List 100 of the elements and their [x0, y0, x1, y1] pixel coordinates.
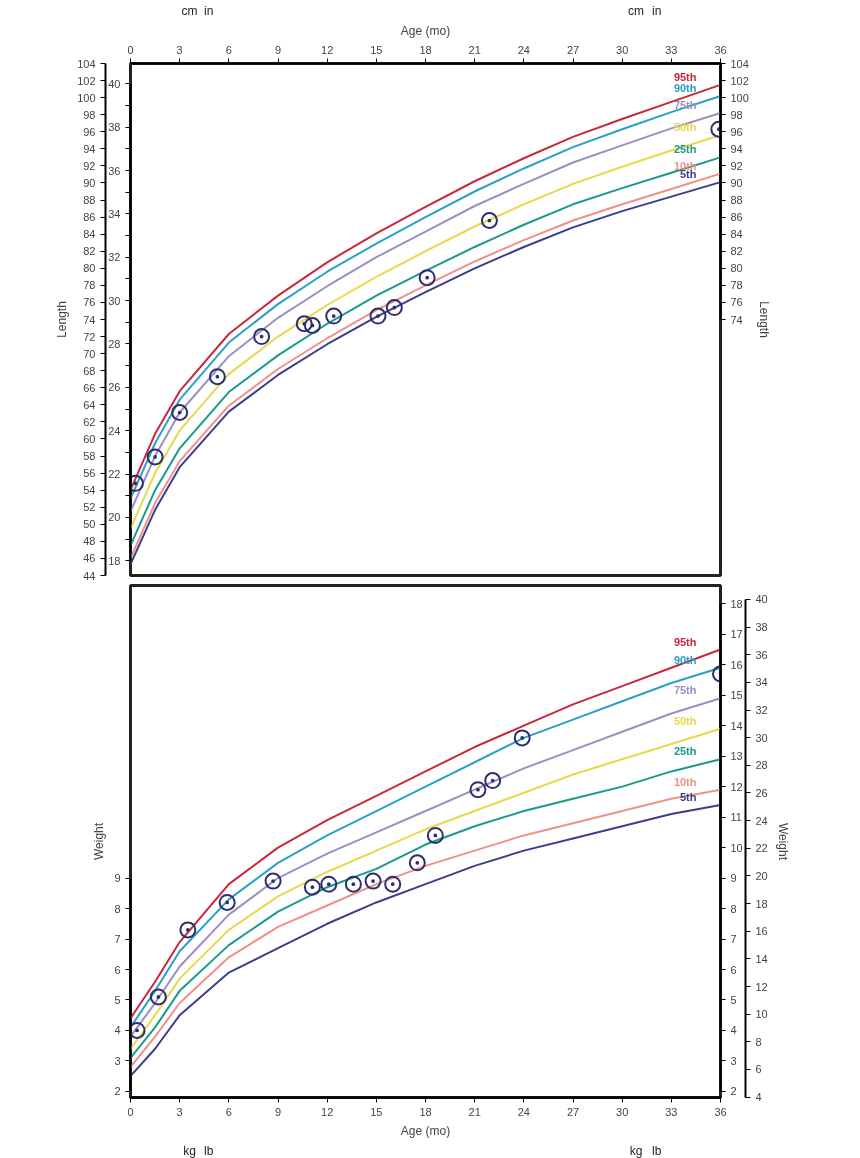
y2-tick-label: 84 — [730, 228, 743, 241]
y-tick-label: 7 — [114, 933, 121, 946]
y2-tick-label: 8 — [730, 902, 737, 915]
y3-tick-label: 28 — [755, 759, 768, 772]
x-axis-title: Age (mo) — [400, 23, 451, 38]
y3-tick-label: 14 — [755, 952, 768, 965]
point — [179, 921, 197, 939]
y3-tick-label: 18 — [755, 897, 768, 910]
y3-tick-label: 26 — [755, 786, 768, 799]
y2-tick-label: 80 — [730, 262, 743, 275]
y3-tick-label: 12 — [755, 980, 768, 993]
y-tick-label: 8 — [114, 902, 121, 915]
series-label: 25th — [673, 745, 697, 758]
x-tick-label: 30 — [616, 1105, 629, 1118]
y2-tick-label: 11 — [730, 811, 742, 824]
y3-tick-label: 30 — [108, 294, 121, 307]
point — [426, 826, 444, 844]
y-tick-label: 102 — [77, 74, 96, 87]
y-tick-label: 58 — [83, 450, 96, 463]
y-tick-label: 80 — [83, 262, 96, 275]
y2-tick-label: 2 — [730, 1085, 737, 1098]
y2-tick-label: 7 — [730, 933, 737, 946]
y3-tick-label: 24 — [108, 424, 121, 437]
y3-tick-label: 18 — [108, 554, 121, 567]
y-tick-label: 5 — [114, 993, 121, 1006]
point — [469, 781, 487, 799]
point — [295, 315, 313, 333]
y2-tick-label: 92 — [730, 159, 743, 172]
point — [418, 269, 436, 287]
point — [408, 854, 426, 872]
y2-axis-title: Weight — [775, 822, 790, 861]
series-label: 95th — [673, 635, 697, 648]
text: cm — [181, 3, 198, 18]
point — [303, 878, 321, 896]
point — [384, 875, 402, 893]
x-tick-label: 9 — [274, 1105, 282, 1118]
x-tick-label: 0 — [127, 43, 134, 56]
x-tick-label: 12 — [321, 1105, 334, 1118]
point — [344, 875, 362, 893]
x-tick-label: 12 — [321, 43, 334, 56]
y2-tick-label: 78 — [730, 279, 743, 292]
point — [480, 212, 498, 229]
y-tick-label: 4 — [114, 1024, 121, 1037]
y2-tick-label: 9 — [730, 872, 737, 885]
y3-tick-label: 36 — [108, 164, 121, 177]
y-tick-label: 46 — [83, 552, 96, 565]
y2-tick-label: 100 — [730, 91, 749, 104]
y3-tick-label: 38 — [755, 621, 768, 634]
text: lb — [204, 1143, 214, 1158]
y3-tick-label: 16 — [755, 925, 768, 938]
y3-tick-label: 8 — [755, 1035, 762, 1048]
point — [325, 307, 343, 325]
y2-tick-label: 17 — [730, 628, 743, 641]
point — [364, 872, 382, 890]
y2-tick-label: 86 — [730, 211, 743, 224]
point — [146, 448, 164, 466]
y-tick-label: 78 — [83, 279, 96, 292]
y3-tick-label: 32 — [108, 251, 121, 264]
x-tick-label: 33 — [665, 43, 678, 56]
series-label: 95th — [673, 70, 697, 83]
y-axis-title: Weight — [92, 822, 107, 861]
y-tick-label: 44 — [83, 569, 96, 582]
x-tick-label: 6 — [225, 43, 232, 56]
y3-tick-label: 34 — [755, 676, 768, 689]
y3-tick-label: 24 — [755, 814, 768, 827]
y-tick-label: 88 — [83, 194, 96, 207]
x-tick-label: 15 — [370, 1105, 383, 1118]
x-tick-label: 36 — [714, 43, 727, 56]
y2-tick-label: 74 — [730, 313, 743, 326]
point — [149, 988, 167, 1006]
x-tick-label: 27 — [566, 1105, 580, 1118]
y3-tick-label: 22 — [755, 842, 768, 855]
x-tick-label: 36 — [714, 1105, 727, 1118]
y3-tick-label: 40 — [755, 593, 768, 606]
text: cm — [628, 3, 645, 18]
y-tick-label: 74 — [83, 313, 96, 326]
y2-tick-label: 10 — [730, 841, 743, 854]
x-tick-label: 21 — [468, 43, 481, 56]
x-tick-label: 24 — [517, 1105, 530, 1118]
y-tick-label: 96 — [83, 125, 96, 138]
series-label: 50th — [673, 121, 697, 134]
y2-tick-label: 88 — [730, 194, 743, 207]
y-tick-label: 98 — [83, 108, 96, 121]
y3-tick-label: 6 — [755, 1063, 762, 1076]
y3-tick-label: 38 — [108, 121, 121, 134]
point — [264, 872, 282, 890]
y-tick-label: 84 — [83, 228, 96, 241]
y3-tick-label: 26 — [108, 381, 121, 394]
y2-tick-label: 90 — [730, 176, 743, 189]
y-tick-label: 94 — [83, 142, 96, 155]
y3-tick-label: 36 — [755, 648, 768, 661]
y-tick-label: 54 — [83, 484, 96, 497]
point — [218, 893, 236, 911]
text: kg — [183, 1143, 196, 1158]
y2-tick-label: 96 — [730, 125, 743, 138]
y-tick-label: 62 — [83, 415, 96, 428]
y-tick-label: 6 — [114, 963, 121, 976]
x-axis-title: Age (mo) — [400, 1123, 451, 1138]
y2-tick-label: 82 — [730, 245, 743, 258]
y3-tick-label: 30 — [755, 731, 768, 744]
